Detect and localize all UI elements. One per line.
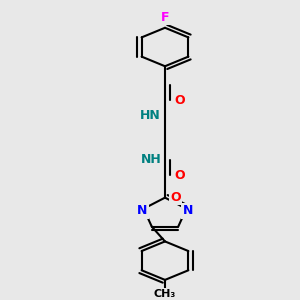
Text: O: O (175, 94, 185, 107)
Text: CH₃: CH₃ (154, 289, 176, 299)
Text: F: F (161, 11, 169, 24)
Text: O: O (170, 191, 181, 204)
Text: HN: HN (140, 109, 160, 122)
Text: NH: NH (141, 153, 162, 166)
Text: O: O (175, 169, 185, 182)
Text: N: N (183, 204, 193, 217)
Text: N: N (137, 204, 147, 217)
